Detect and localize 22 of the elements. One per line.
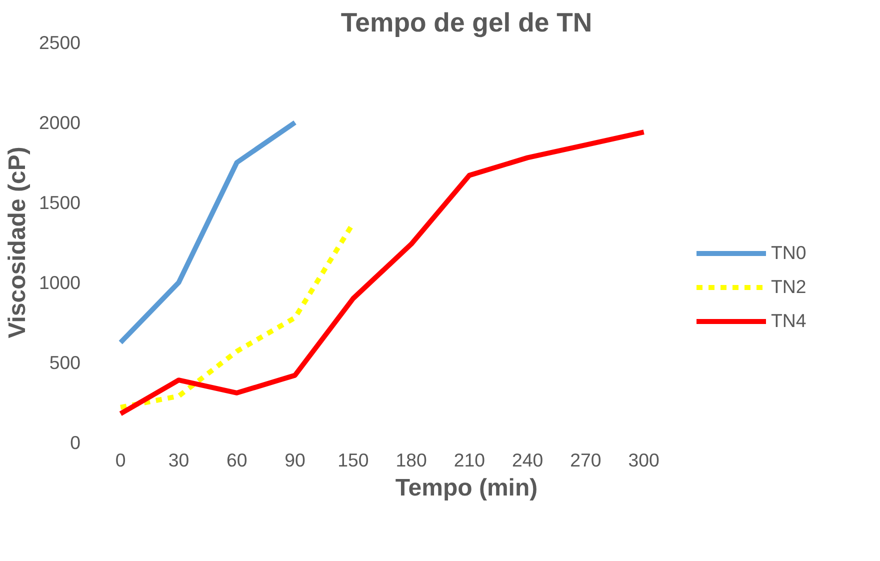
y-tick-label: 0 <box>70 432 81 453</box>
y-tick-label: 2000 <box>38 112 81 133</box>
y-tick-label: 500 <box>49 352 81 373</box>
x-tick-label: 60 <box>226 450 248 470</box>
x-tick-label: 90 <box>284 450 306 470</box>
x-tick-label: 240 <box>512 450 544 470</box>
y-tick-label: 2500 <box>38 32 81 53</box>
y-tick-label: 1500 <box>38 192 81 213</box>
x-tick-label: 300 <box>628 450 660 470</box>
x-tick-label: 150 <box>338 450 369 470</box>
x-tick-label: 270 <box>570 450 602 470</box>
y-axis-title: Viscosidade (cP) <box>4 146 31 338</box>
x-axis-title: Tempo (min) <box>395 474 538 502</box>
x-tick-label: 210 <box>454 450 485 470</box>
legend-label: TN2 <box>771 276 806 298</box>
x-tick-label: 30 <box>168 450 190 470</box>
chart-title: Tempo de gel de TN <box>340 8 592 38</box>
legend-label: TN4 <box>771 310 806 332</box>
legend-label: TN0 <box>771 242 806 264</box>
y-tick-label: 1000 <box>38 272 81 293</box>
x-tick-label: 0 <box>115 450 126 470</box>
x-tick-label: 180 <box>396 450 427 470</box>
